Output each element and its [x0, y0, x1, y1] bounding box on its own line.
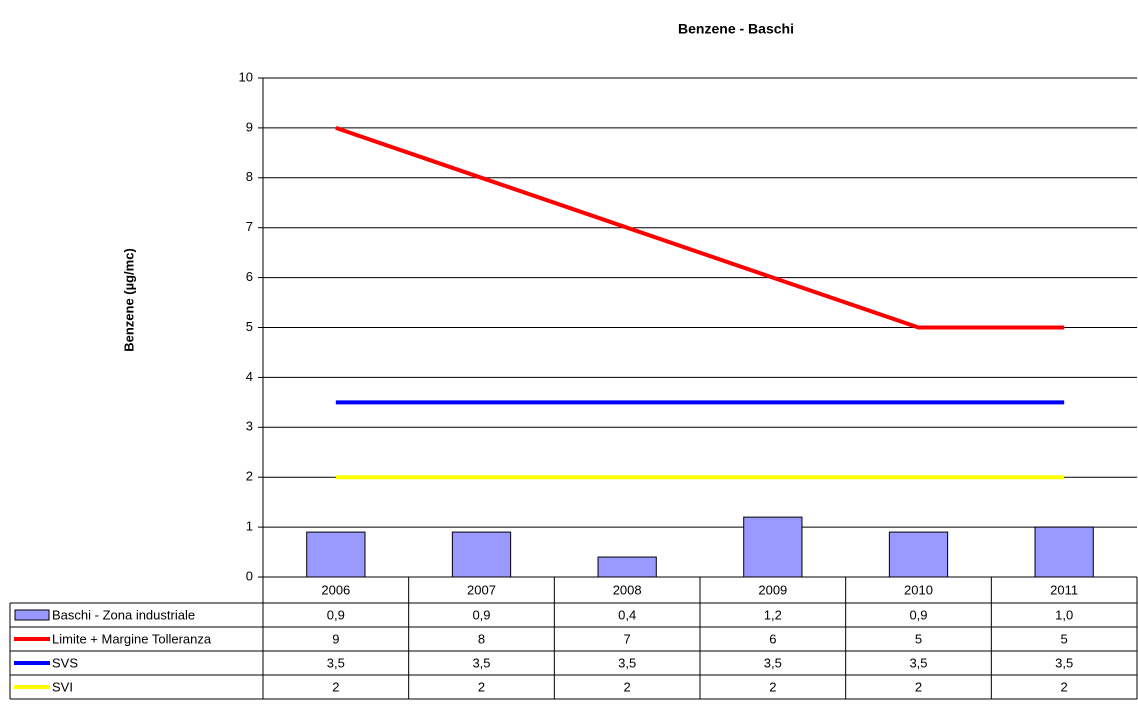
y-tick-label: 0: [246, 568, 253, 583]
legend-label: SVS: [52, 655, 78, 670]
y-tick-label: 5: [246, 319, 253, 334]
data-table-cell: 3,5: [909, 655, 927, 670]
chart-title: Benzene - Baschi: [678, 21, 794, 37]
legend-label: Limite + Margine Tolleranza: [52, 631, 212, 646]
data-table-cell: 3,5: [472, 655, 490, 670]
data-table-cell: 0,4: [618, 607, 636, 622]
x-tick-label: 2011: [1050, 582, 1078, 597]
data-table-cell: 8: [478, 631, 485, 646]
x-tick-label: 2010: [904, 582, 933, 597]
x-tick-label: 2006: [321, 582, 350, 597]
data-table-cell: 0,9: [472, 607, 490, 622]
y-tick-label: 4: [246, 369, 253, 384]
data-table-cell: 2: [915, 679, 922, 694]
data-table-cell: 5: [915, 631, 922, 646]
data-table-cell: 2: [624, 679, 631, 694]
y-tick-label: 10: [239, 69, 253, 84]
data-table-cell: 2: [478, 679, 485, 694]
bar: [306, 531, 366, 578]
y-tick-label: 9: [246, 119, 253, 134]
y-tick-label: 6: [246, 269, 253, 284]
x-tick-label: 2008: [613, 582, 642, 597]
data-table-cell: 9: [332, 631, 339, 646]
bar: [743, 516, 803, 578]
legend-label: SVI: [52, 679, 73, 694]
data-table-cell: 5: [1061, 631, 1068, 646]
x-tick-label: 2009: [758, 582, 787, 597]
bar: [597, 556, 657, 578]
data-table-cell: 2: [769, 679, 776, 694]
legend-key: [14, 609, 50, 621]
data-table-cell: 3,5: [1055, 655, 1073, 670]
data-table-cell: 3,5: [327, 655, 345, 670]
data-table-cell: 1,0: [1055, 607, 1073, 622]
data-table-cell: 2: [1061, 679, 1068, 694]
y-axis-title: Benzene (µg/mc): [121, 248, 136, 352]
y-tick-label: 8: [246, 169, 253, 184]
data-table-cell: 0,9: [909, 607, 927, 622]
x-tick-label: 2007: [467, 582, 496, 597]
data-table-cell: 3,5: [764, 655, 782, 670]
y-tick-label: 7: [246, 219, 253, 234]
bar: [888, 531, 949, 578]
y-tick-label: 1: [246, 519, 253, 534]
y-tick-label: 2: [246, 469, 253, 484]
legend-label: Baschi - Zona industriale: [52, 607, 195, 622]
data-table-cell: 3,5: [618, 655, 636, 670]
data-table-cell: 6: [769, 631, 776, 646]
bar: [1034, 526, 1094, 578]
data-table-cell: 7: [624, 631, 631, 646]
data-table-cell: 2: [332, 679, 339, 694]
data-table-cell: 1,2: [764, 607, 782, 622]
line-series: [335, 126, 1065, 330]
bar: [451, 531, 512, 578]
data-table-cell: 0,9: [327, 607, 345, 622]
y-tick-label: 3: [246, 419, 253, 434]
